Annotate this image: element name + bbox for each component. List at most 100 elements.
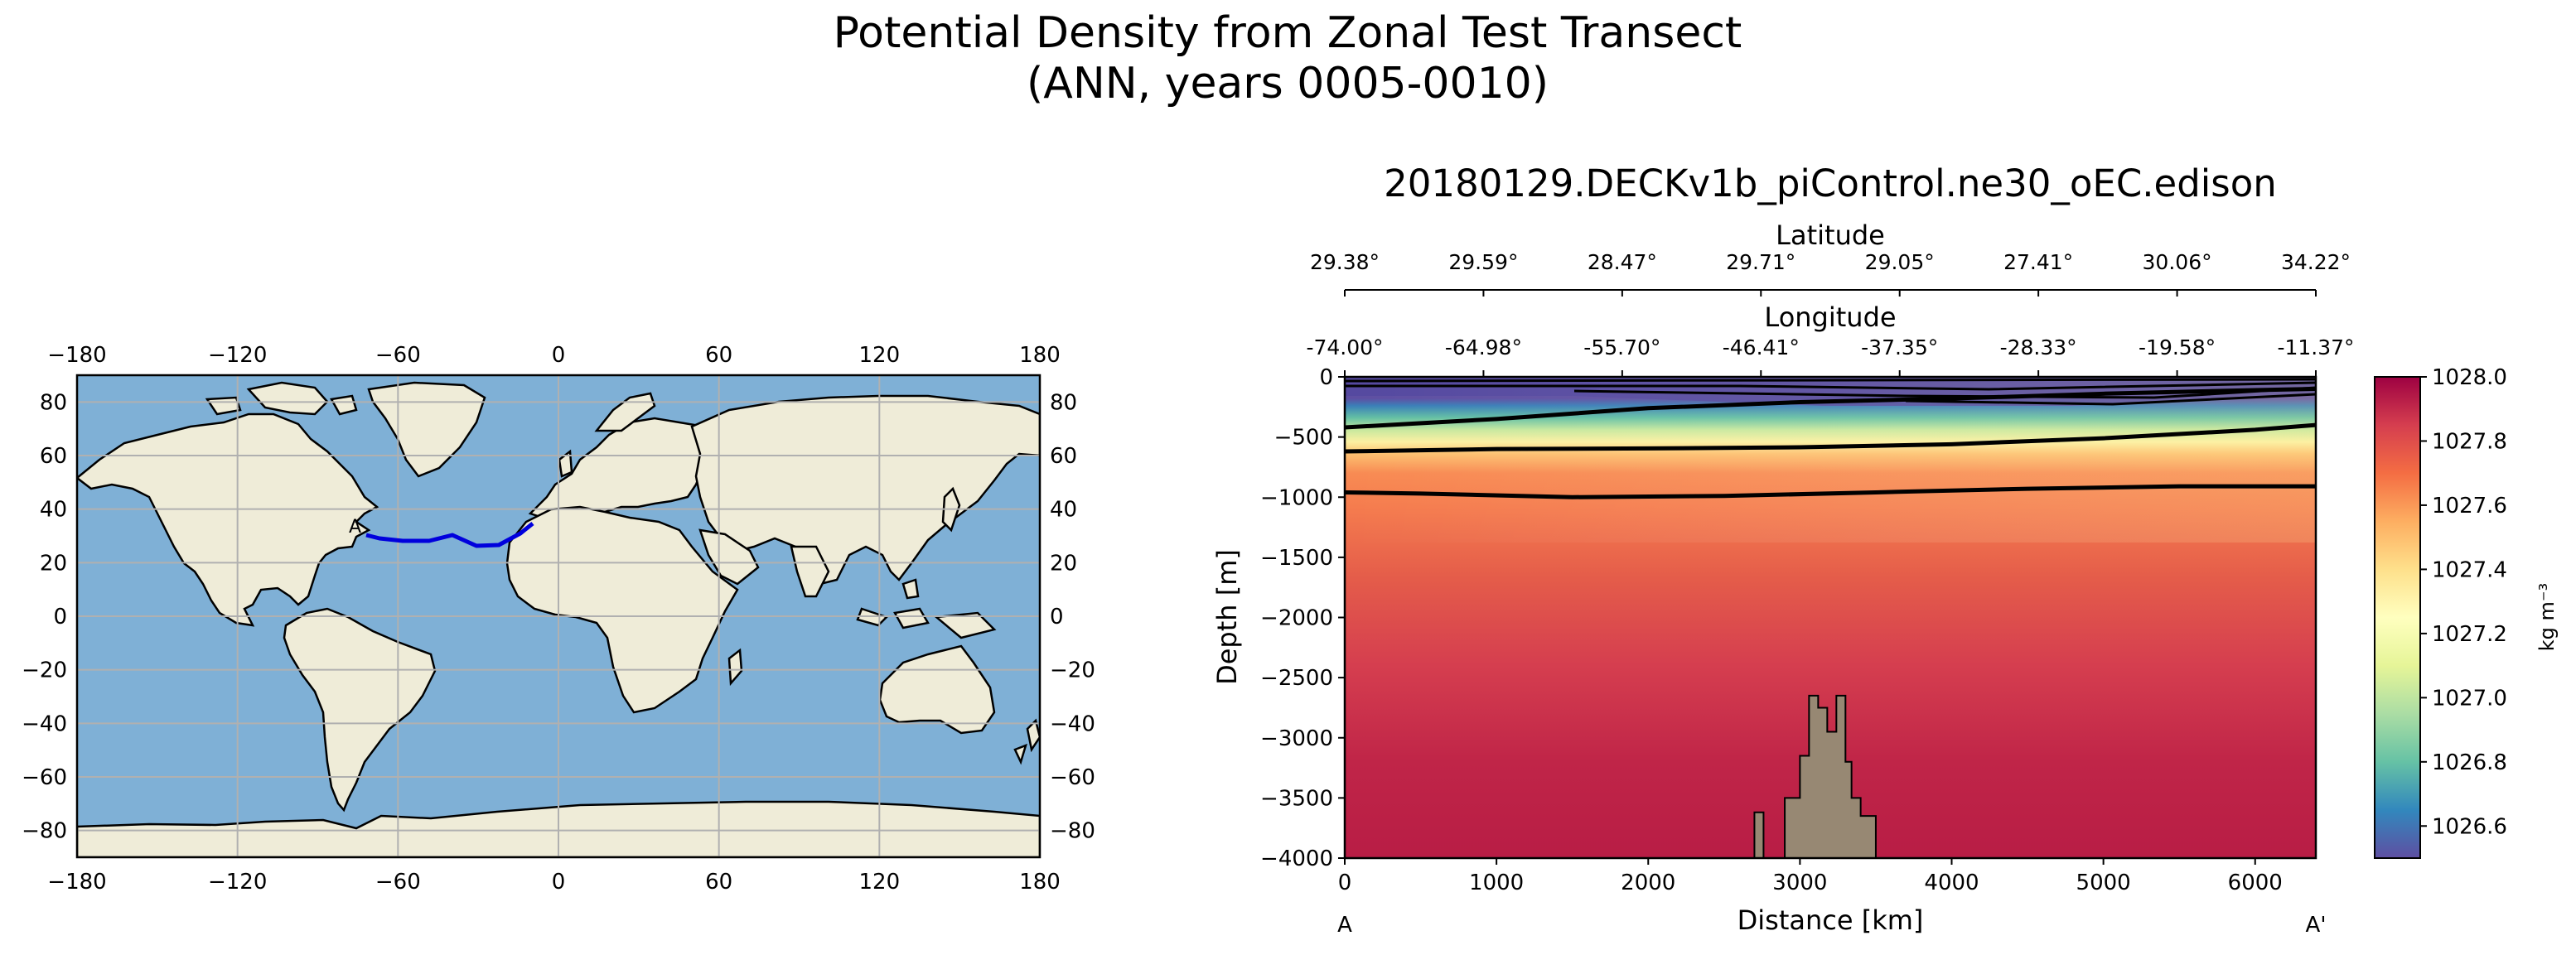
colorbar-gradient [2374,376,2421,859]
longitude-axis-label: Longitude [1764,301,1896,333]
map-lon-label-bottom: −60 [375,870,421,895]
depth-tick-label: −3000 [1260,726,1333,751]
latitude-ticks: 29.38° 29.59° 28.47° 29.71° 29.05° 27.41° 30.0… [1310,250,2351,297]
longitude-tick-label: -55.70° [1583,335,1660,359]
depth-tick-label: −2500 [1260,666,1333,691]
latitude-axis-label: Latitude [1776,219,1885,251]
map-lat-label-right: 80 [1050,390,1077,415]
map-lon-label-top: −60 [375,343,421,368]
map-lat-label-left: −40 [22,711,67,736]
map-lat-label-left: −60 [22,765,67,790]
distance-tick-label: 2000 [1621,871,1675,895]
map-lat-label-right: 60 [1050,444,1077,469]
depth-tick-label: −1500 [1260,546,1333,571]
latitude-tick-label: 29.05° [1865,250,1935,274]
contour-1027.5 [1345,422,2316,454]
longitude-tick-label: -46.41° [1723,335,1800,359]
map-lon-label-top: 180 [1019,343,1061,368]
colorbar-label: kg m⁻³ [2535,583,2559,651]
depth-tick-label: −4000 [1260,846,1333,871]
land-scandinavia [558,392,656,478]
land-north-america [77,412,379,627]
map-lat-label-right: 0 [1050,605,1064,629]
map-lat-label-left: −80 [22,819,67,844]
map-lat-label-right: −40 [1050,711,1095,736]
colorbar: 1028.0 1027.8 1027.6 1027.4 1027.2 1027.0 1026… [2374,365,2559,859]
distance-ticks: 0 1000 2000 3000 4000 5000 6000 [1338,858,2283,895]
depth-tick-label: 0 [1319,365,1333,390]
land-se-asia-islands [856,578,997,639]
longitude-tick-label: -64.98° [1445,335,1522,359]
figure-title-line2: (ANN, years 0005-0010) [1027,59,1549,109]
distance-tick-label: 0 [1338,871,1352,895]
y-axis-label: Depth [m] [1211,549,1243,685]
transect-start-label: A [349,517,361,538]
map-panel: A −180 −180 −120 −120 −60 −60 0 0 60 60 120 120 180 1… [22,343,1095,895]
map-lat-label-left: 0 [53,605,67,629]
map-gridlines [77,375,1040,857]
longitude-tick-label: -74.00° [1306,335,1383,359]
land-africa [505,505,739,714]
map-lon-label-bottom: −180 [47,870,106,895]
map-lon-label-bottom: 180 [1019,870,1061,895]
map-lat-label-right: 40 [1050,498,1077,523]
longitude-tick-label: -19.58° [2139,335,2216,359]
colorbar-tick-label: 1028.0 [2432,365,2507,390]
land-arctic-islands [205,381,358,416]
figure-title-line1: Potential Density from Zonal Test Transe… [834,8,1742,58]
longitude-tick-label: -11.37° [2277,335,2354,359]
colorbar-tick-label: 1027.8 [2432,429,2507,454]
density-zonal-shading [1345,377,2316,543]
longitude-ticks: -74.00° -64.98° -55.70° -46.41° -37.35° -28.3… [1306,335,2355,377]
colorbar-tick-label: 1027.0 [2432,686,2507,711]
latitude-tick-label: 29.38° [1310,250,1380,274]
latitude-tick-label: 34.22° [2281,250,2351,274]
distance-tick-label: 1000 [1469,871,1524,895]
map-lat-label-right: −20 [1050,658,1095,683]
start-label: A [1337,913,1352,938]
x-axis-label: Distance [km] [1737,904,1924,936]
map-lat-label-left: 40 [40,498,67,523]
surface-contour-bundle [1345,378,2316,406]
section-title: 20180129.DECKv1b_piControl.ne30_oEC.edis… [1384,162,2277,205]
distance-tick-label: 6000 [2228,871,2283,895]
map-lon-label-bottom: 120 [859,870,901,895]
map-lon-label-bottom: 0 [552,870,566,895]
depth-tick-label: −1000 [1260,485,1333,510]
latitude-tick-label: 28.47° [1588,250,1657,274]
latitude-tick-label: 29.71° [1726,250,1795,274]
colorbar-tick-label: 1026.8 [2432,750,2507,775]
colorbar-tick-label: 1027.6 [2432,494,2507,518]
transect-line [365,522,534,548]
contour-1027.0 [1345,387,2316,430]
map-lon-label-top: −120 [208,343,267,368]
latitude-tick-label: 27.41° [2003,250,2073,274]
colorbar-tick-label: 1027.4 [2432,557,2507,582]
map-lon-label-bottom: −120 [208,870,267,895]
colorbar-tick-label: 1026.6 [2432,814,2507,839]
map-lat-label-right: 20 [1050,551,1077,576]
map-lat-label-left: 60 [40,444,67,469]
longitude-tick-label: -37.35° [1861,335,1938,359]
map-land [77,381,1040,857]
map-lat-label-left: 80 [40,390,67,415]
land-arabia-india [698,528,830,598]
density-field [1345,377,2316,858]
latitude-tick-label: 29.59° [1448,250,1518,274]
map-tick-labels: −180 −180 −120 −120 −60 −60 0 0 60 60 120 120 180 180… [22,343,1095,895]
map-lat-label-right: −80 [1050,819,1095,844]
longitude-tick-label: -28.33° [2000,335,2077,359]
map-lat-label-right: −60 [1050,765,1095,790]
map-lat-label-left: −20 [22,658,67,683]
colorbar-ticks: 1028.0 1027.8 1027.6 1027.4 1027.2 1027.0 1026… [2420,365,2507,839]
distance-tick-label: 5000 [2076,871,2131,895]
colorbar-tick-label: 1027.2 [2432,622,2507,647]
contour-1027.75 [1345,484,2316,499]
map-lon-label-top: 60 [705,343,732,368]
map-lat-label-left: 20 [40,551,67,576]
bathymetry [1742,694,1877,858]
depth-ticks: 0 −500 −1000 −1500 −2000 −2500 −3000 −3500 −4000 [1260,365,1345,871]
map-lon-label-bottom: 60 [705,870,732,895]
